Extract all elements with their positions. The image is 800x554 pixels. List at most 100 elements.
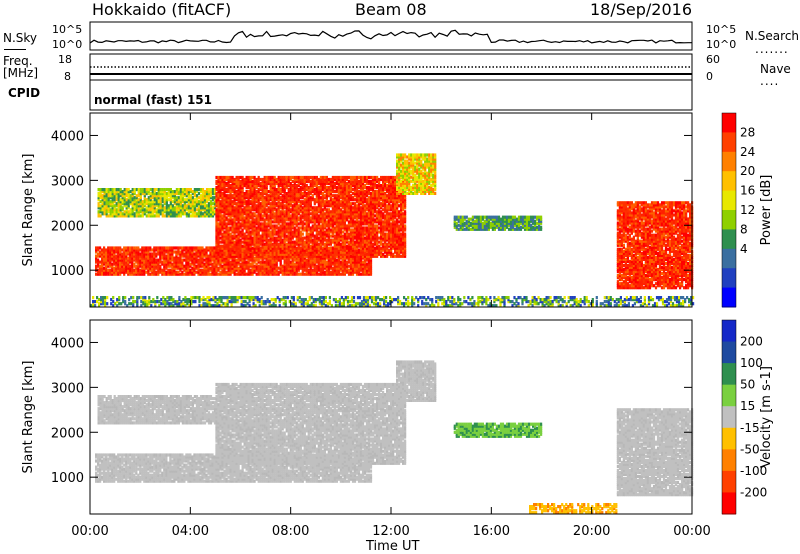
range-gate-cell	[147, 266, 150, 270]
range-gate-cell	[293, 264, 296, 268]
range-gate-cell	[219, 250, 222, 254]
range-gate-cell	[219, 210, 222, 214]
range-gate-cell	[335, 186, 338, 190]
range-gate-cell	[213, 210, 217, 214]
range-gate-cell	[137, 198, 140, 202]
range-gate-cell	[319, 224, 322, 228]
range-gate-cell	[97, 268, 100, 272]
range-gate-cell	[259, 246, 262, 250]
range-gate-cell	[115, 198, 118, 202]
range-gate-cell	[107, 268, 110, 272]
range-gate-cell	[109, 260, 112, 264]
range-gate-cell	[157, 210, 160, 214]
range-gate-cell	[173, 196, 176, 200]
range-gate-cell	[241, 175, 244, 180]
range-gate-cell	[185, 208, 188, 212]
nave-tick-high: 60	[706, 53, 720, 66]
range-gate-cell	[129, 214, 132, 218]
range-gate-cell	[205, 248, 208, 252]
range-gate-cell	[217, 226, 220, 230]
range-gate-cell	[299, 230, 302, 234]
range-gate-cell	[195, 250, 198, 254]
range-gate-cell	[213, 264, 216, 268]
range-gate-cell	[113, 208, 116, 212]
range-gate-cell	[225, 270, 228, 274]
range-gate-cell	[267, 175, 270, 180]
range-gate-cell	[217, 175, 220, 180]
range-gate-cell	[101, 272, 104, 276]
range-gate-cell	[161, 260, 164, 264]
range-gate-cell	[163, 246, 166, 250]
range-gate-cell	[283, 266, 286, 270]
range-gate-cell	[129, 248, 132, 252]
range-gate-cell	[139, 214, 142, 218]
range-gate-cell	[137, 208, 140, 212]
range-gate-cell	[127, 190, 130, 194]
range-gate-cell	[97, 272, 100, 276]
range-gate-cell	[135, 270, 138, 274]
range-gate-cell	[225, 244, 228, 248]
range-gate-cell	[147, 258, 150, 262]
range-gate-cell	[345, 262, 349, 266]
range-gate-cell	[119, 250, 122, 254]
range-gate-cell	[151, 266, 154, 270]
range-gate-cell	[99, 204, 102, 208]
range-gate-cell	[307, 175, 310, 180]
range-gate-cell	[223, 266, 226, 270]
range-gate-cell	[217, 190, 220, 194]
range-gate-cell	[319, 260, 322, 264]
range-gate-cell	[271, 258, 274, 262]
range-gate-cell	[313, 256, 316, 260]
range-gate-cell	[175, 200, 178, 204]
range-gate-cell	[267, 264, 270, 268]
range-gate-cell	[331, 175, 334, 180]
range-gate-cell	[223, 179, 226, 184]
range-gate-cell	[173, 214, 176, 218]
range-gate-cell	[141, 204, 144, 208]
range-gate-cell	[305, 184, 308, 188]
range-gate-cell	[107, 270, 110, 274]
range-gate-cell	[253, 266, 256, 270]
range-gate-cell	[135, 260, 138, 264]
range-gate-cell	[253, 260, 256, 264]
range-gate-cell	[281, 238, 284, 242]
range-gate-cell	[99, 272, 102, 276]
range-gate-cell	[331, 238, 334, 242]
range-gate-cell	[135, 202, 138, 206]
range-gate-cell	[125, 188, 128, 192]
range-gate-cell	[181, 250, 184, 254]
range-gate-cell	[265, 268, 268, 272]
range-gate-cell	[217, 244, 220, 248]
range-gate-cell	[145, 200, 148, 204]
range-gate-cell	[165, 198, 168, 202]
range-gate-cell	[271, 250, 274, 254]
range-gate-cell	[311, 252, 314, 256]
range-gate-cell	[357, 256, 361, 260]
range-gate-cell	[329, 266, 332, 270]
range-gate-cell	[185, 246, 188, 250]
range-gate-cell	[101, 212, 104, 216]
range-gate-cell	[305, 264, 308, 268]
range-gate-cell	[215, 248, 218, 252]
range-gate-cell	[227, 246, 230, 250]
range-gate-cell	[105, 258, 108, 262]
range-gate-cell	[101, 198, 104, 202]
range-gate-cell	[341, 266, 344, 270]
range-gate-cell	[257, 260, 260, 264]
range-gate-cell	[147, 252, 150, 256]
range-gate-cell	[325, 272, 328, 276]
range-gate-cell	[207, 254, 210, 258]
range-gate-cell	[269, 230, 272, 234]
range-gate-cell	[99, 250, 102, 254]
range-gate-cell	[111, 270, 114, 274]
range-gate-cell	[117, 190, 120, 194]
range-gate-cell	[121, 262, 124, 266]
range-gate-cell	[111, 198, 114, 202]
range-gate-cell	[221, 179, 224, 184]
range-gate-cell	[229, 184, 232, 188]
range-gate-cell	[227, 188, 230, 192]
range-gate-cell	[135, 268, 138, 272]
range-gate-cell	[201, 268, 204, 272]
range-gate-cell	[289, 270, 292, 274]
range-gate-cell	[147, 254, 150, 258]
